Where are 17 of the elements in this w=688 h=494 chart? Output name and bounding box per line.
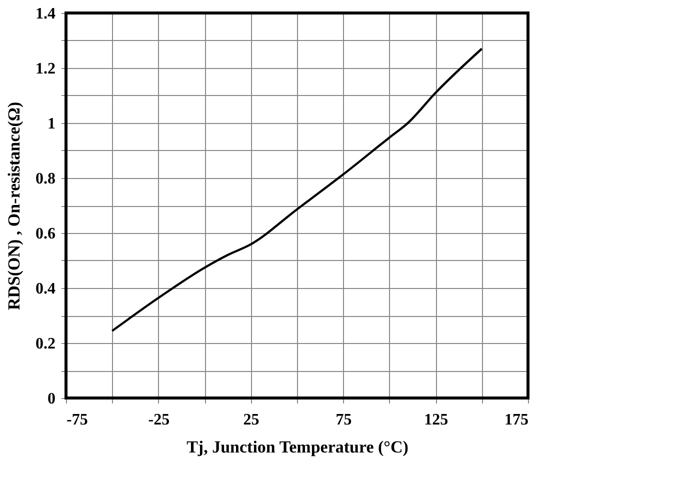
x-axis-title: Tj, Junction Temperature (°C) — [186, 438, 408, 456]
line-series — [111, 48, 483, 332]
x-tick-label: -75 — [66, 412, 88, 428]
x-tick-label: 175 — [504, 412, 528, 428]
y-axis-title: RDS(ON) , On-resistance(Ω) — [4, 102, 24, 310]
y-tick-label: 0.4 — [36, 280, 56, 298]
y-tick-label: 0.6 — [36, 226, 56, 242]
x-tick-label: 125 — [424, 412, 448, 428]
x-tick-label: 25 — [243, 412, 260, 428]
y-tick-label: 0.2 — [36, 336, 56, 352]
y-tick-label: 1.2 — [36, 60, 56, 78]
y-tick-label: 1 — [48, 116, 56, 132]
y-tick-label: 0 — [48, 390, 56, 408]
x-tick-label: -25 — [148, 412, 170, 428]
y-tick-label: 0.8 — [36, 170, 56, 188]
x-tick-label: 75 — [336, 412, 352, 428]
y-tick-label: 1.4 — [36, 6, 56, 22]
